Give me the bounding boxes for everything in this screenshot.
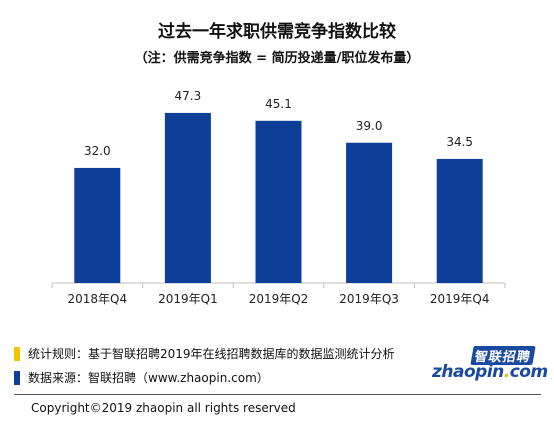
bar-2 xyxy=(164,112,211,284)
note-rule-text: 统计规则：基于智联招聘2019年在线招聘数据库的数据监测统计分析 xyxy=(28,347,395,361)
blue-marker-icon xyxy=(14,370,20,385)
footer-divider xyxy=(14,394,541,395)
x-tick-label-3: 2019年Q2 xyxy=(249,292,309,306)
bar-5 xyxy=(436,158,483,283)
zhaopin-logo: 智联招聘 zhaopin.com xyxy=(432,346,548,388)
x-tick-label-4: 2019年Q3 xyxy=(339,292,399,306)
x-tick-label-1: 2018年Q4 xyxy=(67,292,127,306)
copyright-text: Copyright©2019 zhaopin all rights reserv… xyxy=(31,401,296,415)
data-label-4: 39.0 xyxy=(356,119,383,133)
data-label-1: 32.0 xyxy=(84,144,111,158)
data-label-5: 34.5 xyxy=(446,135,473,149)
x-tick-label-5: 2019年Q4 xyxy=(430,292,490,306)
logo-wordmark: zhaopin.com xyxy=(432,362,548,382)
note-rule: 统计规则：基于智联招聘2019年在线招聘数据库的数据监测统计分析 xyxy=(14,345,395,362)
bar-4 xyxy=(346,142,393,283)
x-tick-label-2: 2019年Q1 xyxy=(158,292,218,306)
note-source: 数据来源：智联招聘（www.zhaopin.com） xyxy=(14,369,269,386)
data-label-3: 45.1 xyxy=(265,97,292,111)
bar-chart: 32.0 2018年Q4 47.3 2019年Q1 45.1 2019年Q2 39.0 201… xyxy=(51,89,506,306)
chart-subtitle: （注：供需竞争指数 = 简历投递量/职位发布量） xyxy=(134,51,420,66)
data-label-2: 47.3 xyxy=(175,89,202,103)
yellow-marker-icon xyxy=(14,346,20,361)
bar-1 xyxy=(74,167,121,283)
bar-3 xyxy=(255,120,302,283)
note-source-text: 数据来源：智联招聘（www.zhaopin.com） xyxy=(28,371,269,385)
chart-title: 过去一年求职供需竞争指数比较 xyxy=(158,22,396,42)
